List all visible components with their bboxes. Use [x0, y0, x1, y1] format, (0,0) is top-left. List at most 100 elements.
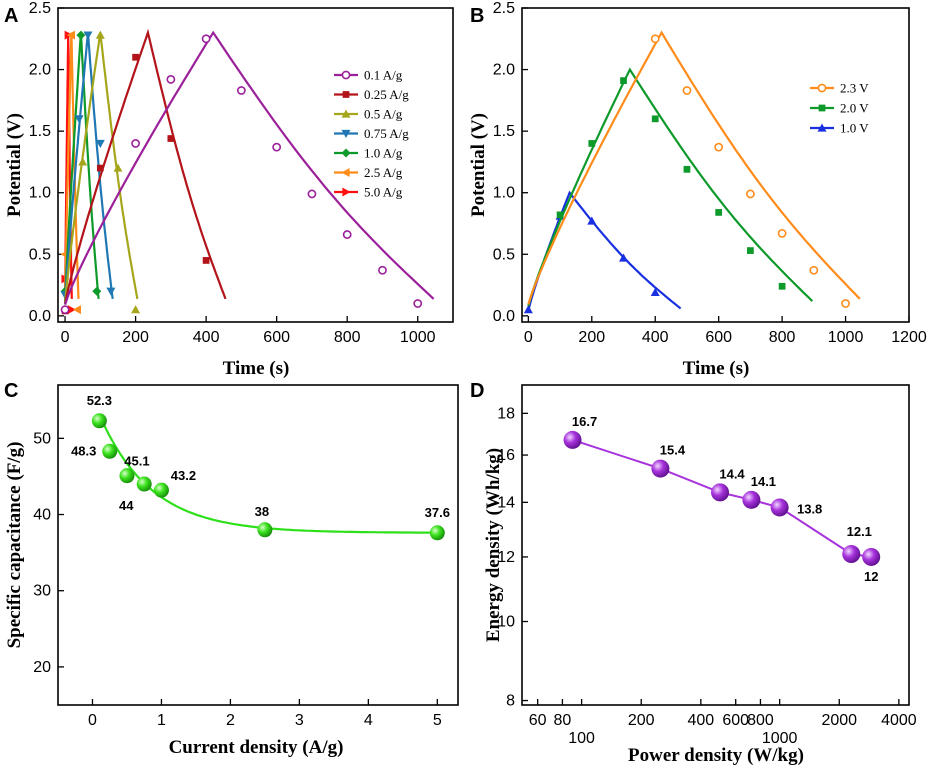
B-ytick-label: 2.5	[493, 0, 515, 17]
D-data-point	[742, 490, 761, 509]
panel-a-frame	[57, 7, 454, 323]
A-xtick-label: 400	[193, 329, 220, 346]
C-data-point	[91, 413, 107, 429]
B-series-marker	[650, 34, 660, 44]
A-xtick-label: 600	[263, 329, 290, 346]
panel-a-legend: 0.1 A/g 0.25 A/g 0.5 A/g 0.75 A/g 1.0 A/g 2.5…	[334, 68, 409, 200]
C-data-point	[153, 482, 169, 498]
A-series-marker	[92, 286, 102, 296]
A-series-marker	[167, 135, 175, 142]
panel-a-plot: 0 200 400 600 800 1000 0.0 0.5 1.0 1.5 2.0 2.5	[29, 0, 436, 346]
B-series-marker	[682, 86, 692, 95]
panel-b-frame	[521, 7, 910, 323]
panel-c-xlabel: Current density (A/g)	[169, 737, 344, 758]
A-series-marker	[66, 30, 76, 40]
A-series-marker	[201, 34, 211, 44]
A-legend-marker	[341, 109, 351, 118]
C-data-point	[429, 525, 445, 541]
B-xtick-label: 600	[705, 329, 732, 346]
panel-c-frame	[57, 384, 459, 706]
A-xtick-label: 0	[61, 329, 70, 346]
panel-a-label: A	[4, 5, 18, 27]
B-series-marker	[715, 209, 723, 216]
panel-b-xlabel: Time (s)	[683, 358, 750, 379]
D-xtick-label: 2000	[821, 712, 857, 729]
C-xtick-label: 3	[295, 712, 304, 729]
A-series-marker	[72, 305, 81, 315]
D-data-label: 14.1	[751, 474, 776, 489]
A-ytick-label: 2.5	[29, 0, 51, 17]
A-ytick-label: 2.0	[29, 62, 51, 79]
C-data-point	[102, 443, 118, 459]
C-data-label: 37.6	[425, 505, 450, 520]
C-xtick-label: 5	[433, 712, 442, 729]
A-legend-label: 0.75 A/g	[364, 126, 409, 141]
A-series-marker	[96, 164, 104, 172]
A-series-marker	[78, 157, 88, 166]
C-data-label: 45.1	[124, 454, 149, 469]
A-series-marker	[236, 86, 246, 95]
D-xtick-label: 400	[687, 712, 714, 729]
B-series-marker	[747, 247, 754, 254]
D-data-label: 13.8	[797, 501, 822, 516]
B-ytick-label: 1.0	[493, 185, 515, 202]
B-series-marker	[777, 228, 787, 238]
C-ytick-label: 50	[33, 430, 51, 447]
panel-c: C 0 1 2 3 4 5 20 30 40 50 52.3 48.3 45.1 44 43.2 38 37.6…	[4, 380, 459, 758]
B-series-marker	[650, 287, 660, 297]
B-ytick-label: 2.0	[493, 62, 515, 79]
D-xtick-label: 200	[628, 712, 655, 729]
B-legend-label: 1.0 V	[840, 121, 869, 136]
A-series-marker	[95, 139, 105, 148]
D-data-point	[862, 547, 881, 566]
D-ytick-label: 8	[506, 693, 515, 710]
C-xtick-label: 1	[157, 712, 166, 729]
B-series-marker	[556, 211, 564, 219]
B-series-marker	[619, 253, 629, 262]
A-xtick-label: 800	[334, 329, 361, 346]
B-xtick-label: 800	[769, 329, 796, 346]
C-ytick-label: 40	[33, 507, 51, 524]
B-xtick-label: 200	[578, 329, 605, 346]
B-legend-marker	[817, 123, 827, 132]
C-ytick-label: 20	[33, 659, 51, 676]
D-xtick-label: 600	[722, 712, 749, 729]
D-ytick-label: 18	[497, 405, 515, 422]
D-ytick-label: 16	[497, 447, 515, 464]
panel-c-plot: 0 1 2 3 4 5 20 30 40 50 52.3 48.3 45.1 44 43.2 38 37.6	[33, 393, 450, 729]
B-series-line	[527, 30, 861, 305]
D-data-point	[770, 498, 789, 517]
D-xtick-label: 800	[747, 712, 774, 729]
D-ytick-label: 12	[497, 549, 515, 566]
A-series-marker	[202, 257, 210, 264]
D-xtick-label-decade: 100	[568, 730, 595, 747]
A-series-marker	[60, 305, 70, 315]
A-series-marker	[166, 75, 176, 84]
C-xtick-label: 0	[88, 712, 97, 729]
D-data-point	[563, 430, 582, 449]
B-series-marker	[588, 140, 596, 147]
A-series-line	[64, 28, 227, 305]
A-ytick-label: 1.0	[29, 185, 51, 202]
A-legend-label: 1.0 A/g	[364, 146, 403, 161]
B-series-marker	[714, 142, 724, 152]
D-xtick-label-decade: 1000	[762, 730, 798, 747]
A-series-marker	[131, 139, 140, 148]
C-data-point	[136, 476, 152, 492]
A-legend-marker	[341, 168, 350, 177]
A-series-marker	[95, 30, 105, 39]
A-series-marker	[132, 53, 139, 61]
D-data-point	[651, 459, 670, 478]
A-ytick-label: 0.0	[29, 308, 51, 325]
A-ytick-label: 0.5	[29, 246, 51, 263]
A-legend-marker	[341, 70, 351, 80]
B-legend-marker	[818, 104, 826, 112]
panel-b: B 0 200 400 600 800 1000 1200 0.0 0.5 1.0 1.5 2.0 2.…	[468, 0, 927, 379]
A-legend-marker	[341, 148, 351, 158]
panel-a-ylabel: Potential (V)	[4, 113, 25, 217]
B-series-marker	[745, 189, 755, 199]
B-xtick-label: 400	[642, 329, 669, 346]
C-data-point	[119, 468, 135, 484]
C-data-label: 44	[119, 498, 134, 513]
